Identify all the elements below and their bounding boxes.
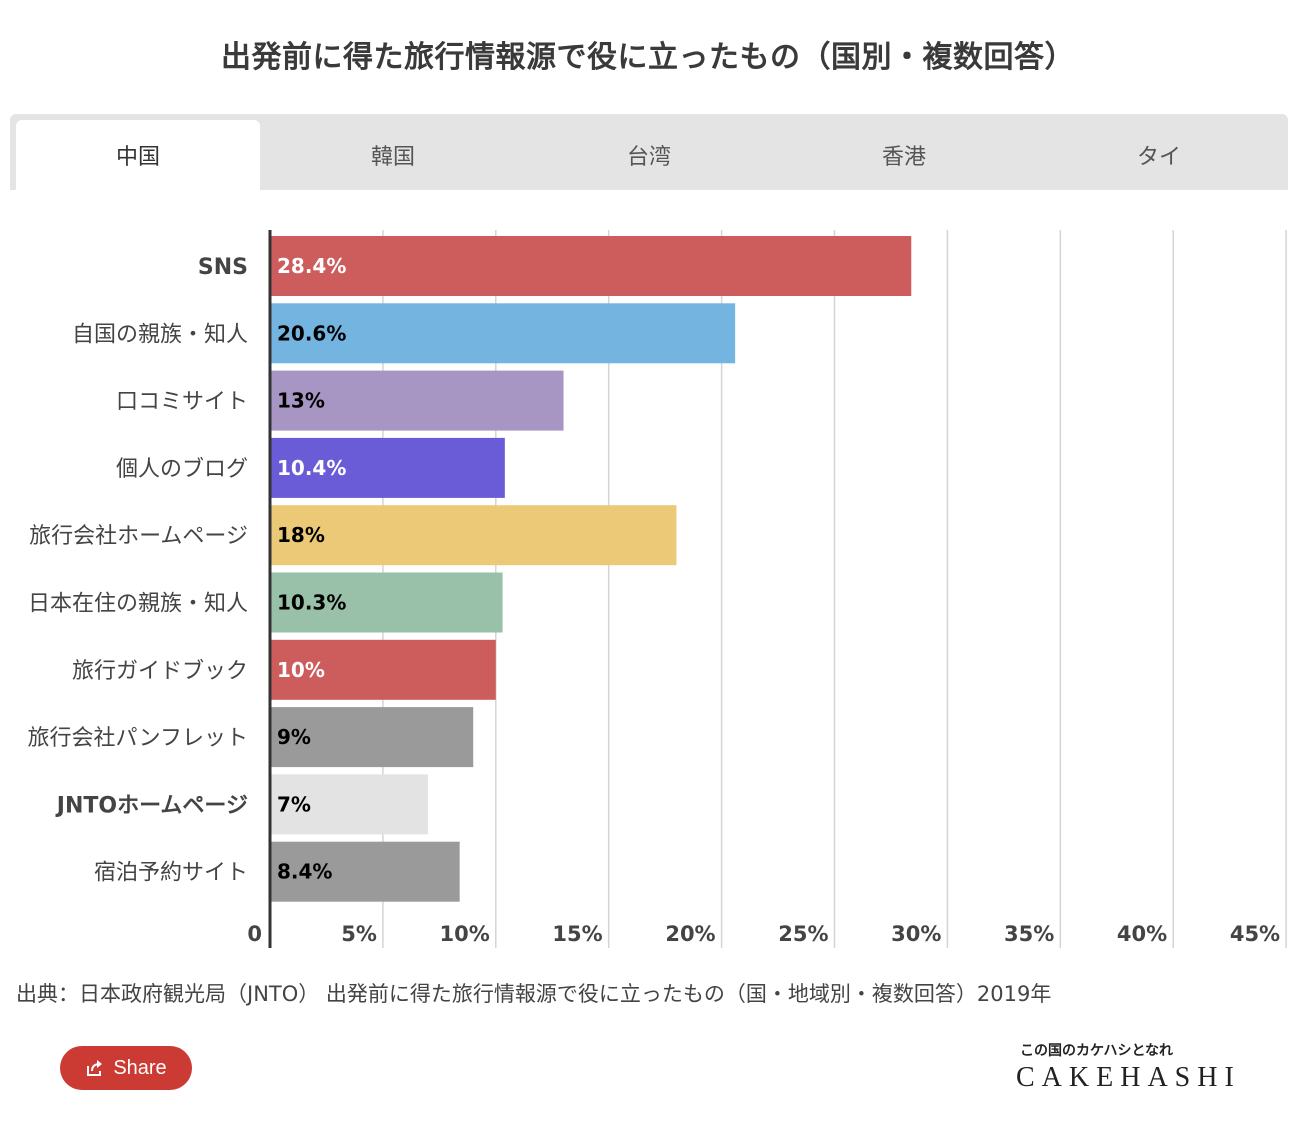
value-label: 10.4%: [277, 456, 346, 480]
tab-hongkong[interactable]: 香港: [881, 145, 926, 170]
bar[interactable]: [270, 437, 505, 498]
bar[interactable]: [270, 303, 736, 364]
tab-china[interactable]: 中国: [16, 120, 260, 190]
bar[interactable]: [270, 774, 429, 835]
category-label: 旅行会社ホームページ: [29, 524, 248, 549]
source-note: 出典：日本政府観光局（JNTO） 出発前に得た旅行情報源で役に立ったもの（国・地…: [16, 982, 1052, 1006]
category-label: 旅行会社パンフレット: [28, 726, 248, 751]
bar[interactable]: [270, 505, 677, 566]
logo-wordmark: CAKEHASHI: [1016, 1062, 1241, 1093]
category-label: 自国の親族・知人: [72, 322, 248, 347]
tab-korea[interactable]: 韓国: [370, 145, 415, 170]
bars: [270, 236, 912, 902]
value-label: 8.4%: [277, 860, 332, 884]
value-label: 13%: [277, 389, 325, 413]
value-label: 28.4%: [277, 254, 346, 278]
value-label: 18%: [277, 523, 325, 547]
x-tick-label: 0: [247, 922, 262, 946]
x-axis-ticks: 0 5% 10% 15% 20% 25% 30% 35% 40% 45%: [247, 922, 1280, 946]
value-label: 7%: [277, 792, 311, 816]
share-label: Share: [113, 1056, 167, 1079]
share-button[interactable]: Share: [60, 1046, 192, 1090]
bar-chart: SNS 自国の親族・知人口コミサイト個人のブログ旅行会社ホームページ日本在住の親族…: [28, 230, 1287, 948]
chart-title: 出発前に得た旅行情報源で役に立ったもの（国別・複数回答）: [221, 40, 1075, 75]
x-tick-label: 15%: [552, 922, 602, 946]
value-label: 9%: [277, 725, 311, 749]
value-labels: 28.4% 20.6% 13% 10.4% 18% 10.3% 10% 9% 7% 8.4%: [277, 254, 346, 884]
tab-thailand[interactable]: タイ: [1136, 145, 1181, 170]
value-label: 10.3%: [277, 591, 346, 615]
x-tick-label: 25%: [778, 922, 828, 946]
value-label: 20.6%: [277, 321, 346, 345]
country-tabs: 中国 韓国 台湾 香港 タイ: [10, 114, 1288, 190]
bar[interactable]: [270, 236, 912, 296]
category-label: 宿泊予約サイト: [94, 861, 248, 886]
bar[interactable]: [270, 572, 503, 633]
bar[interactable]: [270, 841, 460, 902]
category-label: 個人のブログ: [116, 457, 248, 482]
category-labels: SNS 自国の親族・知人口コミサイト個人のブログ旅行会社ホームページ日本在住の親族…: [28, 255, 248, 886]
x-tick-label: 35%: [1004, 922, 1054, 946]
value-label: 10%: [277, 658, 325, 682]
x-tick-label: 10%: [440, 922, 490, 946]
category-label: 日本在住の親族・知人: [28, 592, 248, 617]
category-label: JNTOホームページ: [55, 793, 248, 818]
category-label: 口コミサイト: [116, 390, 248, 415]
tab-taiwan[interactable]: 台湾: [626, 145, 671, 170]
bar[interactable]: [270, 370, 564, 431]
bar[interactable]: [270, 707, 474, 768]
logo-tagline: この国のカケハシとなれ: [1020, 1043, 1174, 1059]
x-tick-label: 30%: [891, 922, 941, 946]
x-tick-label: 5%: [341, 922, 377, 946]
category-label: 旅行ガイドブック: [72, 659, 248, 684]
x-tick-label: 40%: [1117, 922, 1167, 946]
share-icon: [85, 1058, 105, 1078]
cakehashi-logo: この国のカケハシとなれ CAKEHASHI: [1016, 1040, 1246, 1100]
category-label: SNS: [198, 255, 248, 280]
x-tick-label: 20%: [665, 922, 715, 946]
bar[interactable]: [270, 639, 496, 700]
x-tick-label: 45%: [1230, 922, 1280, 946]
